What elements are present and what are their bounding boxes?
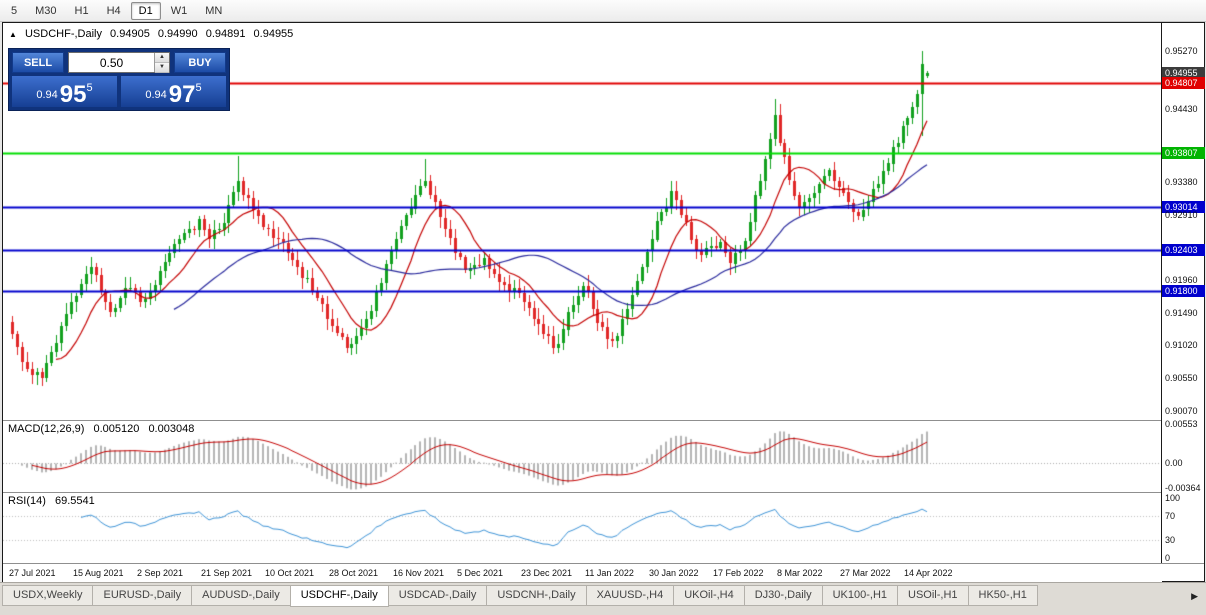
bid-big-digits: 95: [59, 81, 87, 108]
chart-collapse-icon[interactable]: ▲: [9, 30, 17, 39]
timeframe-toolbar: 5 M30 H1 H4 D1 W1 MN: [0, 0, 1206, 22]
chart-tab-usdcnh-daily[interactable]: USDCNH-,Daily: [486, 585, 587, 606]
price-axis-label: 0.91960: [1165, 275, 1198, 286]
price-axis-label: 0.91490: [1165, 307, 1198, 318]
date-axis-label: 10 Oct 2021: [265, 568, 315, 578]
chart-symbol-label: USDCHF-,Daily: [24, 28, 102, 40]
bid-prefix: 0.94: [36, 89, 58, 101]
price-axis[interactable]: 0.95270 0.94955 0.94807 0.94430 0.93807 0.933…: [1161, 23, 1205, 564]
macd-name: MACD(12,26,9): [8, 423, 85, 435]
ask-big-digits: 97: [168, 81, 196, 108]
date-axis-label: 5 Dec 2021: [457, 568, 504, 578]
chart-tab-bar: USDX,Weekly EURUSD-,Daily AUDUSD-,Daily USD…: [0, 582, 1206, 615]
date-axis-label: 23 Dec 2021: [521, 568, 573, 578]
date-axis-label: 27 Jul 2021: [9, 568, 56, 578]
volume-increase-icon[interactable]: ▲: [155, 53, 169, 63]
chart-tab-usdchf-daily[interactable]: USDCHF-,Daily: [289, 585, 389, 607]
price-level-tag-green: 0.93807: [1162, 146, 1205, 159]
rsi-current-value: 69.5541: [54, 495, 95, 507]
panel-separator[interactable]: [3, 420, 1204, 421]
date-axis-label: 14 Apr 2022: [904, 568, 953, 578]
price-level-tag-blue: 0.92403: [1162, 243, 1205, 256]
price-axis-label: 0.90070: [1165, 406, 1198, 416]
price-axis-label: 0.91020: [1165, 340, 1198, 351]
chart-title: ▲ USDCHF-,Daily 0.94905 0.94990 0.94891 …: [9, 28, 298, 40]
volume-spinner: ▲ ▼: [154, 53, 169, 73]
date-axis-label: 15 Aug 2021: [73, 568, 124, 578]
price-axis-label: 0.90550: [1165, 372, 1198, 383]
date-axis-label: 11 Jan 2022: [585, 568, 634, 578]
price-level-tag-red: 0.94807: [1162, 77, 1205, 90]
macd-signal-value: 0.003048: [148, 423, 195, 435]
rsi-axis-label: 100: [1165, 492, 1181, 503]
volume-value[interactable]: 0.50: [99, 55, 124, 70]
macd-axis-label: -0.00364: [1165, 482, 1201, 493]
rsi-canvas[interactable]: [3, 493, 1161, 563]
chart-tab-eurusd-daily[interactable]: EURUSD-,Daily: [92, 585, 193, 606]
price-axis-label: 0.94430: [1165, 104, 1198, 115]
date-axis-label: 8 Mar 2022: [777, 568, 823, 578]
bid-price-box[interactable]: 0.94 95 5: [12, 76, 117, 107]
timeframe-button-5[interactable]: 5: [11, 4, 18, 17]
chart-tab-usdx-weekly[interactable]: USDX,Weekly: [2, 585, 94, 606]
price-level-tag-blue: 0.93014: [1162, 201, 1205, 214]
ask-price-box[interactable]: 0.94 97 5: [121, 76, 226, 107]
price-axis-label: 0.95270: [1165, 46, 1198, 57]
volume-field[interactable]: 0.50 ▲ ▼: [68, 52, 170, 73]
chart-tab-usdcad-daily[interactable]: USDCAD-,Daily: [387, 585, 488, 606]
ohlc-high-value: 0.94990: [157, 28, 198, 40]
volume-decrease-icon[interactable]: ▼: [155, 63, 169, 73]
price-axis-label: 0.92910: [1165, 209, 1198, 220]
date-axis-label: 27 Mar 2022: [840, 568, 891, 578]
date-axis[interactable]: 27 Jul 2021 15 Aug 2021 2 Sep 2021 21 Sep 2…: [3, 564, 1162, 582]
date-axis-label: 28 Oct 2021: [329, 568, 379, 578]
macd-indicator-label[interactable]: MACD(12,26,9) 0.005120 0.003048: [8, 423, 200, 435]
rsi-indicator-label[interactable]: RSI(14) 69.5541: [8, 495, 101, 507]
tab-scroll-right-icon[interactable]: ▶: [1191, 591, 1198, 601]
rsi-name: RSI(14): [8, 495, 46, 507]
buy-button[interactable]: BUY: [174, 52, 226, 73]
chart-tab-xauusd-h4[interactable]: XAUUSD-,H4: [585, 585, 675, 606]
ask-pip-digit: 5: [195, 82, 202, 94]
timeframe-button-h1[interactable]: H1: [74, 4, 89, 17]
date-axis-label: 16 Nov 2021: [393, 568, 445, 578]
date-axis-label: 17 Feb 2022: [713, 568, 764, 578]
one-click-trading-panel: SELL 0.50 ▲ ▼ BUY 0.94 95 5 0.94: [8, 48, 230, 111]
chart-window: 0.95270 0.94955 0.94807 0.94430 0.93807 0.933…: [2, 22, 1205, 582]
chart-tab-audusd-daily[interactable]: AUDUSD-,Daily: [191, 585, 291, 606]
panel-separator: [3, 563, 1204, 564]
macd-main-value: 0.005120: [93, 423, 140, 435]
ohlc-open-value: 0.94905: [110, 28, 150, 40]
macd-axis-label: 0.00: [1165, 457, 1183, 468]
price-level-tag-current: 0.94955: [1162, 67, 1205, 80]
price-axis-label: 0.93380: [1165, 177, 1198, 188]
timeframe-button-d1[interactable]: D1: [130, 1, 161, 20]
chart-tab-dj30-daily[interactable]: DJ30-,Daily: [743, 585, 823, 606]
date-axis-label: 2 Sep 2021: [137, 568, 184, 578]
timeframe-button-mn[interactable]: MN: [205, 4, 223, 17]
rsi-axis-label: 30: [1165, 535, 1176, 546]
chart-tab-ukoil-h4[interactable]: UKOil-,H4: [673, 585, 745, 606]
ohlc-close-value: 0.94955: [253, 28, 294, 40]
date-axis-label: 21 Sep 2021: [201, 568, 253, 578]
price-level-tag-blue: 0.91800: [1162, 285, 1205, 298]
ohlc-low-value: 0.94891: [205, 28, 246, 40]
panel-separator[interactable]: [3, 492, 1204, 493]
timeframe-button-m30[interactable]: M30: [35, 4, 57, 17]
chart-tab-hk50-h1[interactable]: HK50-,H1: [967, 585, 1038, 606]
chart-tab-usoil-h1[interactable]: USOil-,H1: [897, 585, 969, 606]
chart-tab-uk100-h1[interactable]: UK100-,H1: [821, 585, 899, 606]
rsi-axis-label: 70: [1165, 510, 1176, 521]
rsi-axis-label: 0: [1165, 553, 1171, 564]
timeframe-button-w1[interactable]: W1: [170, 4, 188, 17]
date-axis-label: 30 Jan 2022: [649, 568, 699, 578]
sell-button[interactable]: SELL: [12, 52, 64, 73]
timeframe-button-h4[interactable]: H4: [106, 4, 121, 17]
macd-canvas[interactable]: [3, 421, 1161, 491]
macd-axis-label: 0.00553: [1165, 419, 1198, 429]
bid-pip-digit: 5: [86, 82, 93, 94]
ask-prefix: 0.94: [145, 89, 167, 101]
